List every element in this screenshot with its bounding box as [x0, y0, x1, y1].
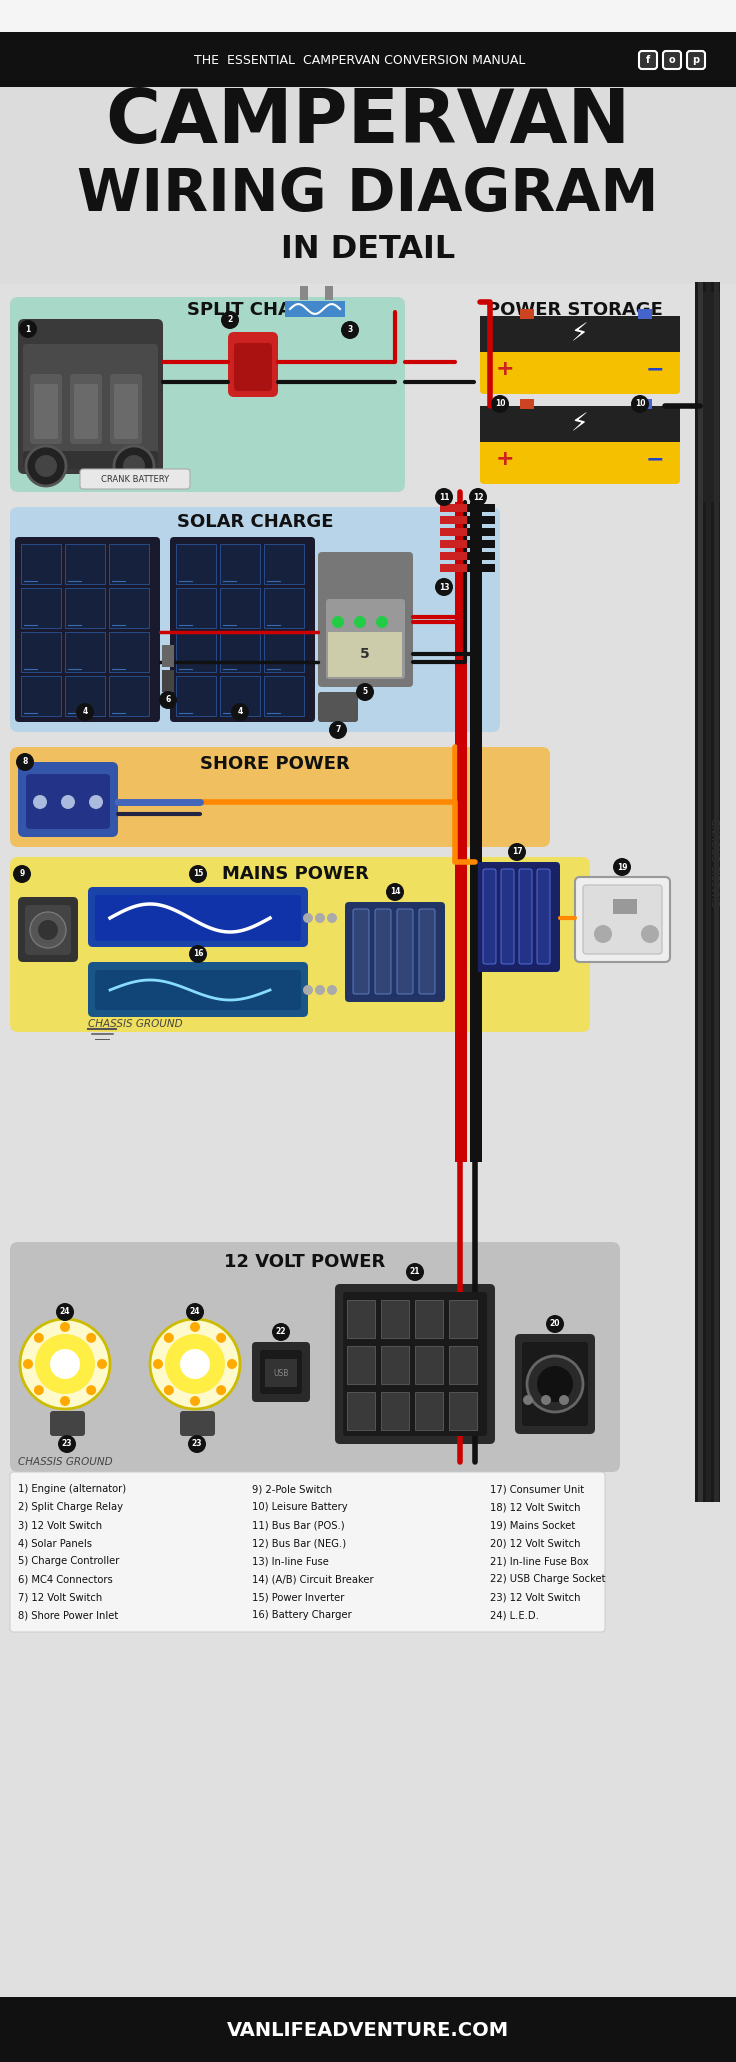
FancyBboxPatch shape [328, 631, 402, 676]
FancyBboxPatch shape [25, 905, 71, 955]
FancyBboxPatch shape [10, 746, 550, 847]
Circle shape [60, 1396, 70, 1406]
FancyBboxPatch shape [34, 384, 58, 439]
Circle shape [165, 1334, 225, 1394]
Text: CHASSIS GROUND: CHASSIS GROUND [713, 817, 723, 907]
FancyBboxPatch shape [326, 598, 405, 678]
Text: o: o [669, 56, 676, 66]
Circle shape [386, 883, 404, 901]
Circle shape [86, 1332, 96, 1342]
Circle shape [35, 1334, 95, 1394]
Text: 6: 6 [166, 695, 171, 705]
FancyBboxPatch shape [176, 588, 216, 629]
Text: 19) Mains Socket: 19) Mains Socket [490, 1520, 576, 1530]
FancyBboxPatch shape [88, 887, 308, 946]
FancyBboxPatch shape [397, 909, 413, 994]
FancyBboxPatch shape [415, 1346, 443, 1384]
FancyBboxPatch shape [220, 631, 260, 672]
Text: IN DETAIL: IN DETAIL [281, 235, 455, 266]
Text: 5) Charge Controller: 5) Charge Controller [18, 1557, 119, 1565]
FancyBboxPatch shape [706, 282, 711, 1501]
Text: 4) Solar Panels: 4) Solar Panels [18, 1538, 92, 1549]
Text: 7: 7 [336, 726, 341, 734]
Text: 22) USB Charge Socket: 22) USB Charge Socket [490, 1573, 606, 1584]
Circle shape [58, 1435, 76, 1454]
FancyBboxPatch shape [176, 631, 216, 672]
Text: 6) MC4 Connectors: 6) MC4 Connectors [18, 1573, 113, 1584]
Circle shape [354, 617, 366, 629]
FancyBboxPatch shape [467, 553, 495, 561]
FancyBboxPatch shape [714, 282, 719, 1501]
Text: 11: 11 [439, 493, 449, 501]
FancyBboxPatch shape [700, 293, 720, 501]
Text: ⚡: ⚡ [571, 322, 589, 346]
FancyBboxPatch shape [26, 773, 110, 829]
Text: USB: USB [273, 1369, 289, 1377]
Circle shape [190, 1396, 200, 1406]
FancyBboxPatch shape [264, 631, 304, 672]
Text: POWER STORAGE: POWER STORAGE [487, 301, 663, 320]
Circle shape [13, 864, 31, 883]
FancyBboxPatch shape [50, 1410, 85, 1435]
FancyBboxPatch shape [638, 400, 652, 408]
Text: 16) Battery Charger: 16) Battery Charger [252, 1610, 352, 1621]
FancyBboxPatch shape [234, 342, 272, 392]
FancyBboxPatch shape [176, 676, 216, 716]
Circle shape [303, 913, 313, 924]
FancyBboxPatch shape [470, 501, 482, 1163]
FancyBboxPatch shape [440, 553, 468, 561]
Circle shape [523, 1396, 533, 1404]
Circle shape [329, 722, 347, 738]
FancyBboxPatch shape [162, 645, 174, 666]
Text: 2: 2 [227, 315, 233, 324]
Circle shape [186, 1303, 204, 1322]
Circle shape [559, 1396, 569, 1404]
FancyBboxPatch shape [440, 528, 468, 536]
Text: 4: 4 [238, 707, 243, 716]
Text: 10) Leisure Battery: 10) Leisure Battery [252, 1501, 347, 1511]
Text: CAMPERVAN: CAMPERVAN [105, 85, 631, 159]
Text: CHASSIS GROUND: CHASSIS GROUND [88, 1019, 183, 1029]
FancyBboxPatch shape [70, 373, 102, 443]
Text: 3: 3 [347, 326, 353, 334]
FancyBboxPatch shape [698, 282, 703, 1501]
FancyBboxPatch shape [65, 676, 105, 716]
Circle shape [594, 926, 612, 942]
FancyBboxPatch shape [23, 452, 158, 468]
Circle shape [327, 986, 337, 996]
Circle shape [56, 1303, 74, 1322]
FancyBboxPatch shape [347, 1392, 375, 1431]
Circle shape [89, 796, 103, 808]
Text: SOLAR CHARGE: SOLAR CHARGE [177, 513, 333, 532]
FancyBboxPatch shape [515, 1334, 595, 1433]
FancyBboxPatch shape [347, 1299, 375, 1338]
Circle shape [60, 1322, 70, 1332]
FancyBboxPatch shape [95, 895, 301, 940]
FancyBboxPatch shape [21, 676, 61, 716]
FancyBboxPatch shape [440, 503, 468, 511]
Text: 10: 10 [495, 400, 505, 408]
Text: 15) Power Inverter: 15) Power Inverter [252, 1592, 344, 1602]
Circle shape [221, 311, 239, 330]
FancyBboxPatch shape [318, 693, 358, 722]
Text: THE  ESSENTIAL  CAMPERVAN CONVERSION MANUAL: THE ESSENTIAL CAMPERVAN CONVERSION MANUA… [194, 54, 526, 66]
Text: p: p [693, 56, 699, 66]
Text: 9: 9 [19, 870, 24, 878]
FancyBboxPatch shape [10, 858, 590, 1031]
FancyBboxPatch shape [109, 544, 149, 584]
Circle shape [541, 1396, 551, 1404]
FancyBboxPatch shape [467, 528, 495, 536]
Text: 8: 8 [22, 757, 28, 767]
FancyBboxPatch shape [0, 33, 736, 87]
Circle shape [159, 691, 177, 709]
Text: 13: 13 [439, 581, 449, 592]
Circle shape [123, 456, 145, 476]
Circle shape [34, 1332, 44, 1342]
FancyBboxPatch shape [440, 565, 468, 571]
Text: 23: 23 [192, 1439, 202, 1448]
FancyBboxPatch shape [318, 553, 413, 687]
Circle shape [469, 489, 487, 505]
Text: SHORE POWER: SHORE POWER [200, 755, 350, 773]
FancyBboxPatch shape [114, 384, 138, 439]
